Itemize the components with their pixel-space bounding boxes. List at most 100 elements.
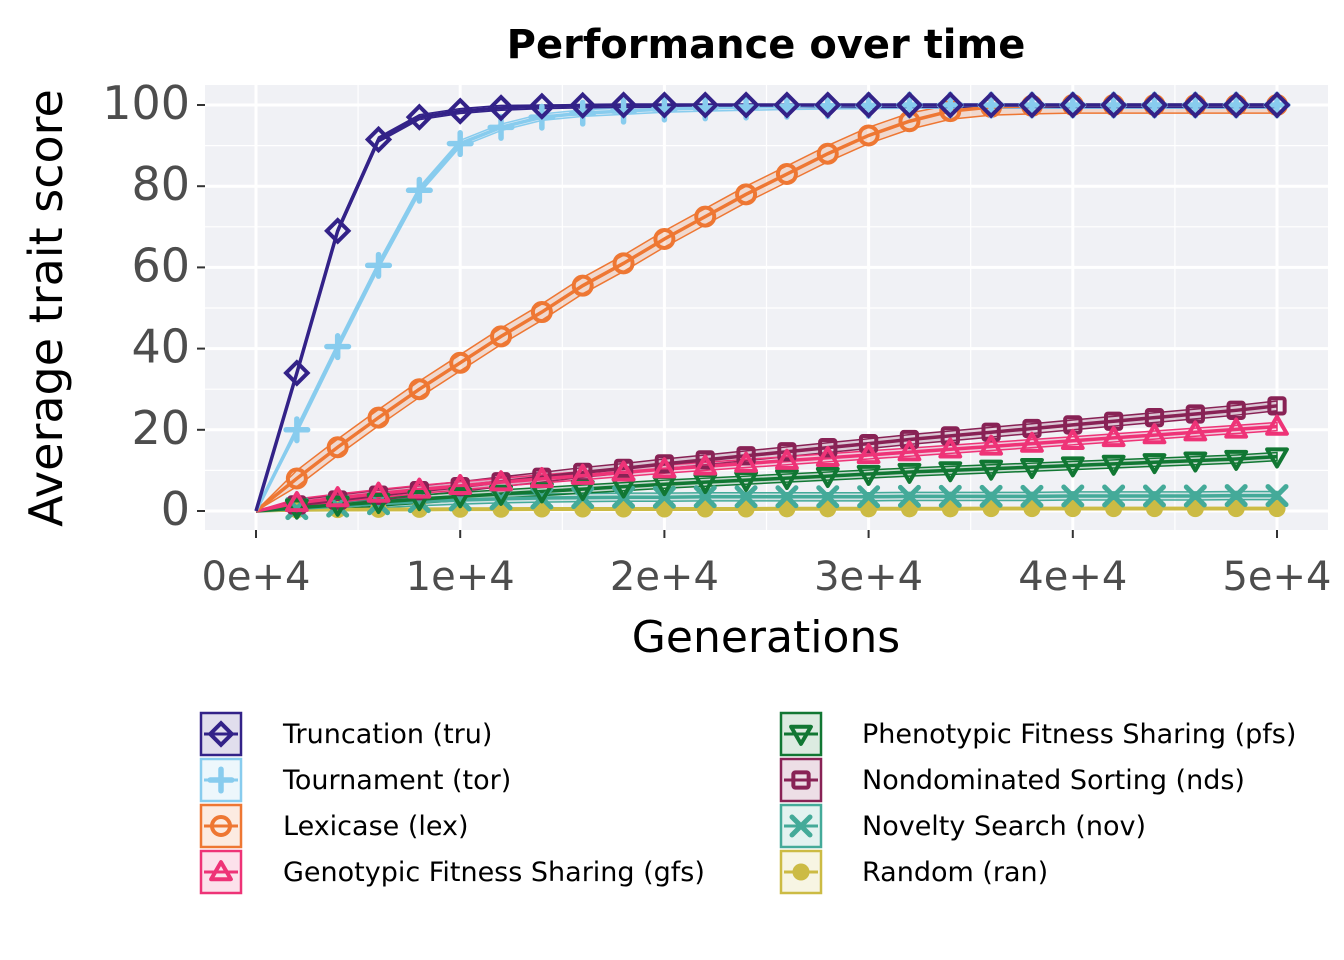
legend-key-tru	[207, 720, 235, 748]
data-point-gfs	[611, 460, 636, 482]
data-point-ran	[737, 500, 755, 518]
data-point-gfs	[652, 457, 677, 479]
data-point-tor	[1263, 91, 1291, 119]
y-tick-label: 20	[131, 401, 190, 455]
legend-item-lex: Lexicase (lex)	[199, 803, 469, 849]
data-point-tru	[609, 91, 638, 119]
data-point-nov	[938, 484, 962, 508]
legend-item-tor: Tournament (tor)	[199, 757, 511, 803]
data-point-nds	[940, 426, 960, 446]
data-point-pfs	[1101, 454, 1126, 476]
legend-key-ran	[792, 863, 810, 881]
data-point-gfs	[856, 443, 881, 465]
data-point-gfs	[1142, 423, 1167, 445]
data-point-gfs	[570, 463, 595, 485]
data-point-pfs	[489, 484, 513, 506]
data-point-gfs	[775, 448, 799, 470]
data-point-tor	[1018, 91, 1046, 119]
data-point-nov	[1102, 484, 1126, 508]
data-point-nov	[816, 485, 840, 509]
data-point-gfs	[938, 437, 963, 459]
data-point-nov	[1224, 484, 1248, 508]
data-point-lex	[490, 325, 513, 348]
data-point-lex	[816, 142, 839, 165]
data-point-pfs	[734, 470, 758, 493]
data-point-nds	[858, 433, 879, 454]
data-point-pfs	[775, 468, 799, 491]
data-point-tor	[283, 416, 311, 444]
data-point-nds	[1267, 396, 1287, 416]
legend-item-ran: Random (ran)	[779, 849, 1048, 895]
data-point-gfs	[1265, 414, 1289, 436]
x-axis-label: Generations	[632, 612, 900, 663]
data-point-gfs	[979, 434, 1004, 456]
axis-ticks: 0e+4 1e+4 2e+4 3e+4 4e+4 5e+4 0 20 40 60 80 100	[102, 76, 1331, 600]
data-point-nds	[777, 442, 797, 462]
data-point-tru	[1263, 91, 1291, 119]
data-point-ran	[1064, 500, 1082, 518]
data-point-gfs	[284, 490, 309, 513]
data-point-gfs	[734, 451, 758, 473]
legend: Truncation (tru) Tournament (tor) Lexicase…	[199, 711, 1296, 895]
data-point-tru	[773, 91, 801, 119]
data-point-tru	[936, 91, 964, 119]
data-point-nov	[897, 484, 921, 508]
data-point-tru	[324, 217, 352, 245]
legend-label: Phenotypic Fitness Sharing (pfs)	[862, 719, 1296, 750]
data-point-nds	[736, 446, 756, 466]
data-point-lex	[367, 406, 390, 429]
x-tick-label: 3e+4	[814, 554, 923, 600]
data-point-gfs	[366, 481, 391, 503]
data-point-nov	[693, 485, 717, 509]
data-point-tru	[691, 91, 719, 119]
data-point-gfs	[815, 445, 840, 468]
x-tick-label: 4e+4	[1018, 554, 1127, 600]
data-point-lex	[694, 205, 717, 228]
data-point-pfs	[1020, 457, 1044, 480]
legend-key-gfs	[209, 860, 233, 882]
data-point-lex	[775, 163, 798, 186]
data-point-tor	[936, 91, 964, 119]
x-tick-label: 1e+4	[406, 554, 515, 600]
data-point-tor	[446, 130, 474, 158]
data-point-pfs	[407, 490, 432, 512]
data-point-gfs	[489, 470, 513, 492]
data-point-ran	[1227, 500, 1245, 518]
data-point-tru	[895, 91, 924, 119]
data-point-pfs	[979, 459, 1004, 481]
data-point-gfs	[1020, 431, 1044, 453]
data-point-tru	[977, 91, 1005, 119]
data-point-tor	[1100, 91, 1128, 119]
data-point-tru	[405, 103, 433, 131]
data-point-tor	[1140, 91, 1169, 119]
data-point-lex	[735, 183, 758, 206]
data-point-nds	[899, 429, 920, 450]
data-point-gfs	[1224, 417, 1249, 439]
data-point-nov	[1265, 484, 1289, 508]
data-point-lex	[653, 227, 676, 250]
data-point-lex	[530, 301, 553, 324]
data-point-tru	[1222, 91, 1250, 119]
data-point-gfs	[693, 454, 718, 476]
data-point-ran	[1023, 500, 1041, 518]
data-point-lex	[326, 436, 349, 459]
legend-item-nov: Novelty Search (nov)	[779, 803, 1146, 849]
data-point-ran	[900, 500, 918, 518]
data-point-nov	[652, 485, 676, 509]
data-point-lex	[612, 252, 635, 275]
legend-label: Tournament (tor)	[282, 765, 511, 796]
data-point-tor	[1181, 91, 1209, 119]
legend-item-nds: Nondominated Sorting (nds)	[779, 757, 1245, 803]
data-point-nds	[695, 450, 715, 470]
legend-label: Novelty Search (nov)	[862, 811, 1146, 842]
legend-key-nov	[789, 814, 813, 838]
series-markers	[283, 91, 1291, 521]
data-point-lex	[571, 274, 594, 297]
data-point-gfs	[407, 477, 432, 499]
data-point-gfs	[1101, 426, 1126, 448]
data-point-tor	[569, 99, 597, 127]
data-point-ran	[941, 500, 959, 518]
data-point-pfs	[1265, 447, 1289, 469]
data-point-nov	[1142, 484, 1166, 508]
